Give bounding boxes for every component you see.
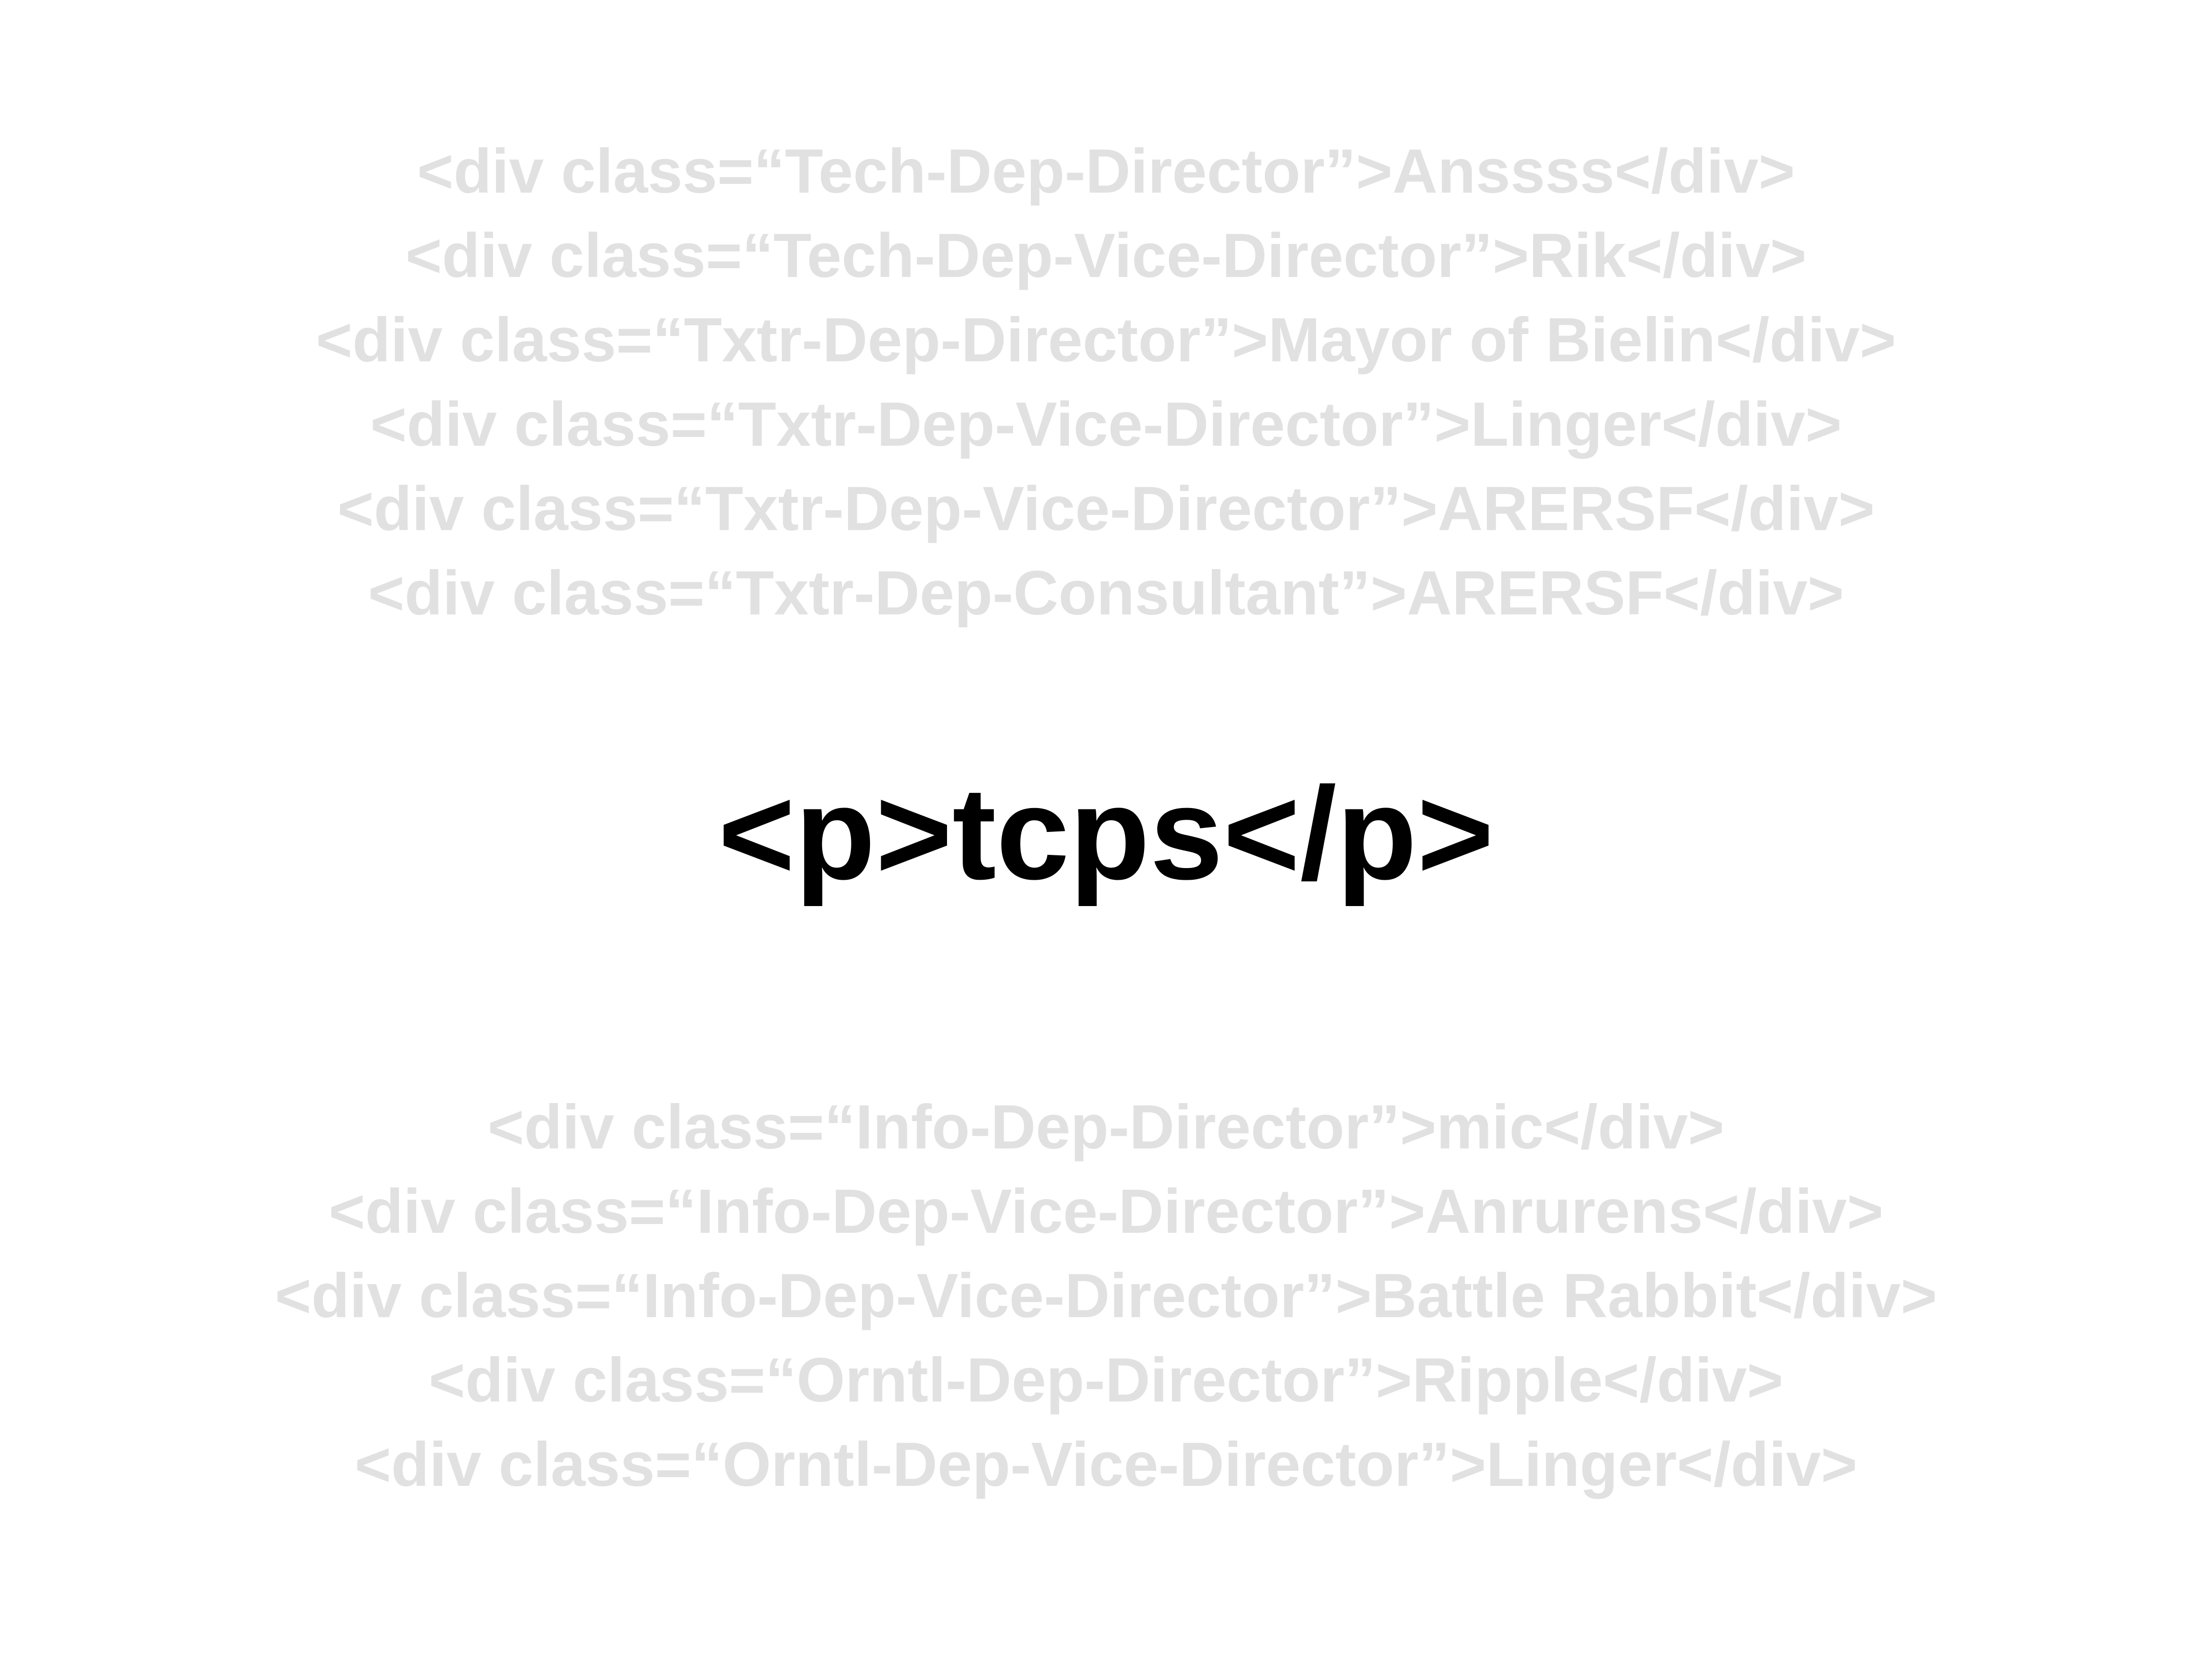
code-line: <div class=“Info-Dep-Vice-Director”>Anru…: [328, 1177, 1884, 1246]
bottom-faded-code-block: <div class=“Info-Dep-Director”>mic</div>…: [0, 1085, 2212, 1507]
main-paragraph-text: <p>tcps</p>: [718, 760, 1494, 907]
code-line: <div class=“Txtr-Dep-Vice-Director”>ARER…: [337, 474, 1875, 544]
code-line: <div class=“Tech-Dep-Vice-Director”>Rik<…: [405, 221, 1807, 291]
code-line: <div class=“Orntl-Dep-Director”>Ripple</…: [429, 1345, 1783, 1415]
code-line: <div class=“Txtr-Dep-Consultant”>ARERSF<…: [368, 558, 1844, 628]
code-line: <div class=“Tech-Dep-Director”>Anssss</d…: [417, 137, 1795, 206]
code-line: <div class=“Info-Dep-Vice-Director”>Batt…: [275, 1261, 1937, 1331]
code-line: <div class=“Orntl-Dep-Vice-Director”>Lin…: [355, 1430, 1857, 1500]
code-line: <div class=“Info-Dep-Director”>mic</div>: [487, 1092, 1725, 1162]
code-line: <div class=“Txtr-Dep-Director”>Mayor of …: [316, 305, 1896, 375]
top-faded-code-block: <div class=“Tech-Dep-Director”>Anssss</d…: [0, 129, 2212, 635]
code-line: <div class=“Txtr-Dep-Vice-Director”>Ling…: [370, 390, 1842, 459]
